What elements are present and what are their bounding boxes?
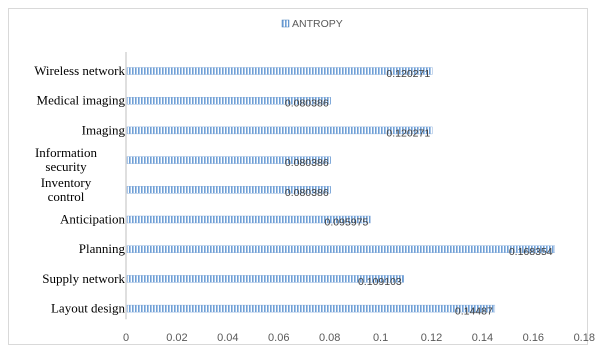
category-label: Imaging — [82, 122, 126, 137]
bar — [126, 186, 331, 194]
legend-swatch — [281, 19, 290, 28]
x-tick-label: 0.16 — [523, 332, 544, 344]
x-tick-label: 0.06 — [268, 332, 289, 344]
bar — [126, 126, 433, 135]
category-label: Information security — [35, 145, 98, 174]
data-label: 0.168354 — [509, 246, 553, 258]
data-label: 0.095975 — [325, 217, 369, 229]
data-label: 0.080386 — [285, 98, 329, 110]
category-label: Wireless network — [34, 63, 125, 78]
x-tick-label: 0.08 — [319, 332, 340, 344]
bar — [126, 156, 331, 164]
plot-area: 0.120271 Wireless network 0.080386 Medical … — [34, 52, 595, 344]
data-label: 0.120271 — [386, 68, 430, 80]
category-label-line: Information — [35, 145, 98, 160]
bar — [126, 67, 433, 75]
x-tick-label: 0.12 — [421, 332, 442, 344]
bar — [126, 304, 496, 313]
legend: ANTROPY — [281, 18, 343, 30]
x-tick-label: 0.02 — [166, 332, 187, 344]
x-tick-label: 0.04 — [217, 332, 238, 344]
category-label: Layout design — [51, 301, 126, 316]
data-label: 0.109103 — [358, 276, 402, 288]
chart-frame — [8, 8, 588, 345]
bar — [126, 275, 404, 283]
legend-label: ANTROPY — [292, 18, 343, 30]
data-label: 0.120271 — [386, 127, 430, 139]
category-label: Anticipation — [60, 212, 125, 227]
category-label: Medical imaging — [37, 93, 126, 108]
category-label-line: security — [45, 159, 87, 174]
bar — [126, 215, 371, 224]
x-tick-label: 0.1 — [373, 332, 388, 344]
category-label-line: control — [48, 189, 85, 204]
bar — [126, 245, 555, 253]
x-tick-label: 0 — [123, 332, 129, 344]
x-tick-label: 0.14 — [472, 332, 493, 344]
data-label: 0.080386 — [285, 187, 329, 199]
category-label: Supply network — [42, 271, 125, 286]
category-label: Planning — [79, 241, 126, 256]
x-tick-label: 0.18 — [574, 332, 595, 344]
category-label: Inventory control — [41, 175, 92, 204]
data-label: 0.080386 — [285, 157, 329, 169]
bar — [126, 96, 331, 105]
category-label-line: Inventory — [41, 175, 92, 190]
data-label: 0.14487 — [455, 306, 493, 318]
